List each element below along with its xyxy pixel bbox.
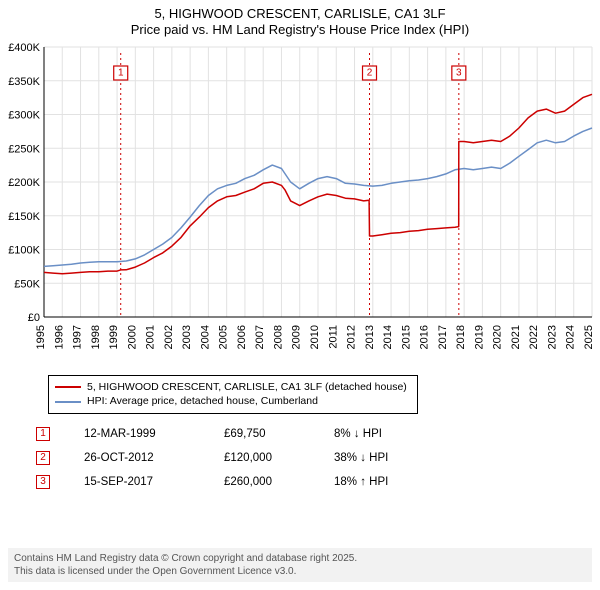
x-tick-label: 2009 xyxy=(291,325,303,349)
x-tick-label: 2025 xyxy=(583,325,595,349)
transaction-price: £69,750 xyxy=(224,428,334,440)
title-line-2: Price paid vs. HM Land Registry's House … xyxy=(0,22,600,38)
x-tick-label: 2010 xyxy=(309,325,321,349)
legend-swatch xyxy=(55,401,81,403)
transaction-hpi-delta: 8% ↓ HPI xyxy=(334,428,382,440)
x-tick-label: 2000 xyxy=(126,325,138,349)
attribution-footer: Contains HM Land Registry data © Crown c… xyxy=(8,548,592,582)
y-tick-label: £50K xyxy=(14,278,40,290)
x-tick-label: 1997 xyxy=(72,325,84,349)
x-tick-label: 2016 xyxy=(419,325,431,349)
x-tick-label: 2002 xyxy=(163,325,175,349)
x-tick-label: 2012 xyxy=(346,325,358,349)
x-tick-label: 2001 xyxy=(145,325,157,349)
x-tick-label: 2024 xyxy=(565,325,577,349)
footer-line-1: Contains HM Land Registry data © Crown c… xyxy=(14,552,586,565)
y-tick-label: £0 xyxy=(28,312,40,324)
x-tick-label: 1995 xyxy=(35,325,47,349)
x-tick-label: 2020 xyxy=(492,324,504,348)
transaction-table: 1 12-MAR-1999£69,7508% ↓ HPI 2 26-OCT-2012£… xyxy=(36,422,600,494)
x-tick-label: 2017 xyxy=(437,325,449,349)
transaction-price: £260,000 xyxy=(224,476,334,488)
legend-row: HPI: Average price, detached house, Cumb… xyxy=(55,394,407,409)
y-tick-label: £400K xyxy=(8,42,40,54)
transaction-price: £120,000 xyxy=(224,452,334,464)
x-tick-label: 2018 xyxy=(455,325,467,349)
x-tick-label: 2008 xyxy=(272,325,284,349)
event-marker-number: 2 xyxy=(367,67,373,78)
legend-row: 5, HIGHWOOD CRESCENT, CARLISLE, CA1 3LF … xyxy=(55,380,407,395)
price-chart: £0 £50K £100K £150K £200K £250K £300K £350K £400… xyxy=(0,39,600,369)
y-tick-label: £200K xyxy=(8,177,40,189)
transaction-date: 26-OCT-2012 xyxy=(84,452,224,464)
x-tick-label: 2015 xyxy=(400,325,412,349)
transaction-hpi-delta: 38% ↓ HPI xyxy=(334,452,388,464)
x-tick-label: 2014 xyxy=(382,325,394,349)
legend-label: 5, HIGHWOOD CRESCENT, CARLISLE, CA1 3LF … xyxy=(87,380,407,395)
title-line-1: 5, HIGHWOOD CRESCENT, CARLISLE, CA1 3LF xyxy=(0,6,600,22)
x-tick-label: 2023 xyxy=(546,325,558,349)
x-tick-label: 2006 xyxy=(236,325,248,349)
x-tick-label: 2005 xyxy=(218,325,230,349)
x-tick-label: 2022 xyxy=(528,325,540,349)
x-tick-label: 2011 xyxy=(327,325,339,349)
legend-label: HPI: Average price, detached house, Cumb… xyxy=(87,394,318,409)
transaction-marker: 2 xyxy=(36,451,50,465)
legend: 5, HIGHWOOD CRESCENT, CARLISLE, CA1 3LF … xyxy=(48,375,418,414)
event-marker-number: 1 xyxy=(118,67,124,78)
x-tick-label: 1996 xyxy=(53,325,65,349)
y-tick-label: £250K xyxy=(8,143,40,155)
transaction-row: 2 26-OCT-2012£120,00038% ↓ HPI xyxy=(36,446,600,470)
x-tick-label: 2004 xyxy=(199,325,211,349)
y-tick-label: £100K xyxy=(8,244,40,256)
y-tick-label: £300K xyxy=(8,109,40,121)
y-tick-label: £150K xyxy=(8,210,40,222)
x-tick-label: 2003 xyxy=(181,325,193,349)
transaction-marker: 1 xyxy=(36,427,50,441)
x-tick-label: 2021 xyxy=(510,325,522,349)
chart-title-block: 5, HIGHWOOD CRESCENT, CARLISLE, CA1 3LF … xyxy=(0,0,600,39)
transaction-date: 15-SEP-2017 xyxy=(84,476,224,488)
x-tick-label: 1998 xyxy=(90,325,102,349)
transaction-hpi-delta: 18% ↑ HPI xyxy=(334,476,388,488)
transaction-date: 12-MAR-1999 xyxy=(84,428,224,440)
transaction-row: 1 12-MAR-1999£69,7508% ↓ HPI xyxy=(36,422,600,446)
x-tick-label: 2013 xyxy=(364,325,376,349)
transaction-row: 3 15-SEP-2017£260,00018% ↑ HPI xyxy=(36,470,600,494)
x-tick-label: 2007 xyxy=(254,325,266,349)
legend-swatch xyxy=(55,386,81,388)
transaction-marker: 3 xyxy=(36,475,50,489)
x-tick-label: 2019 xyxy=(473,325,485,349)
x-tick-label: 1999 xyxy=(108,325,120,349)
y-tick-label: £350K xyxy=(8,75,40,87)
footer-line-2: This data is licensed under the Open Gov… xyxy=(14,565,586,578)
event-marker-number: 3 xyxy=(456,67,462,78)
